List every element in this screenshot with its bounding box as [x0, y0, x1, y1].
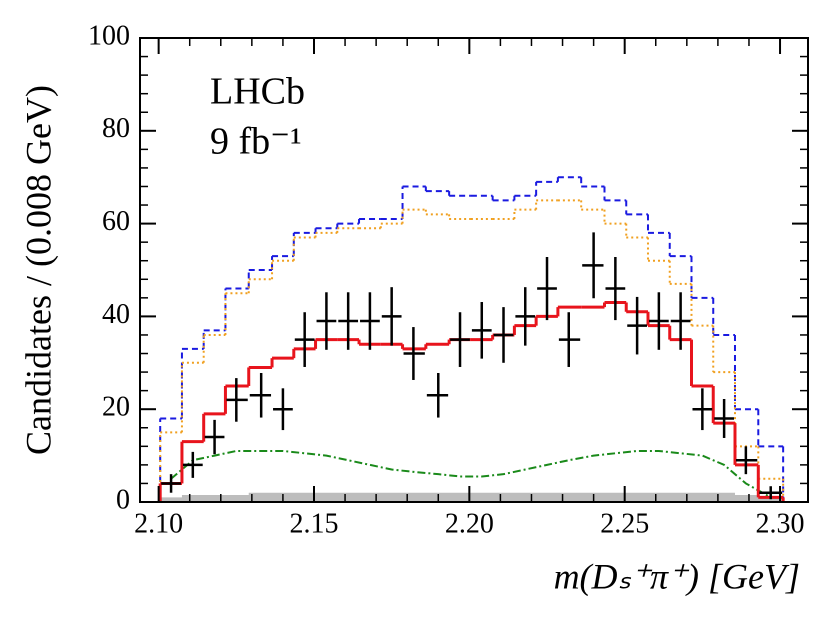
x-tick-label: 2.20 [445, 508, 494, 539]
x-axis-label: m(Dₛ⁺π⁺) [GeV] [554, 556, 800, 596]
y-tick-label: 100 [88, 20, 130, 51]
component-curve [170, 449, 772, 499]
y-tick-label: 20 [102, 392, 130, 423]
y-tick-label: 80 [102, 113, 130, 144]
y-axis-label: Candidates / (0.008 GeV) [18, 85, 58, 455]
y-tick-label: 60 [102, 206, 130, 237]
x-tick-label: 2.25 [600, 508, 649, 539]
annotation: 9 fb⁻¹ [210, 121, 302, 163]
y-tick-label: 40 [102, 299, 130, 330]
x-tick-label: 2.30 [756, 508, 805, 539]
y-tick-label: 0 [116, 484, 130, 515]
x-tick-label: 2.10 [134, 508, 183, 539]
plot-frame [139, 37, 809, 503]
annotation: LHCb [210, 71, 305, 113]
background-area [160, 492, 784, 502]
x-tick-label: 2.15 [289, 508, 338, 539]
